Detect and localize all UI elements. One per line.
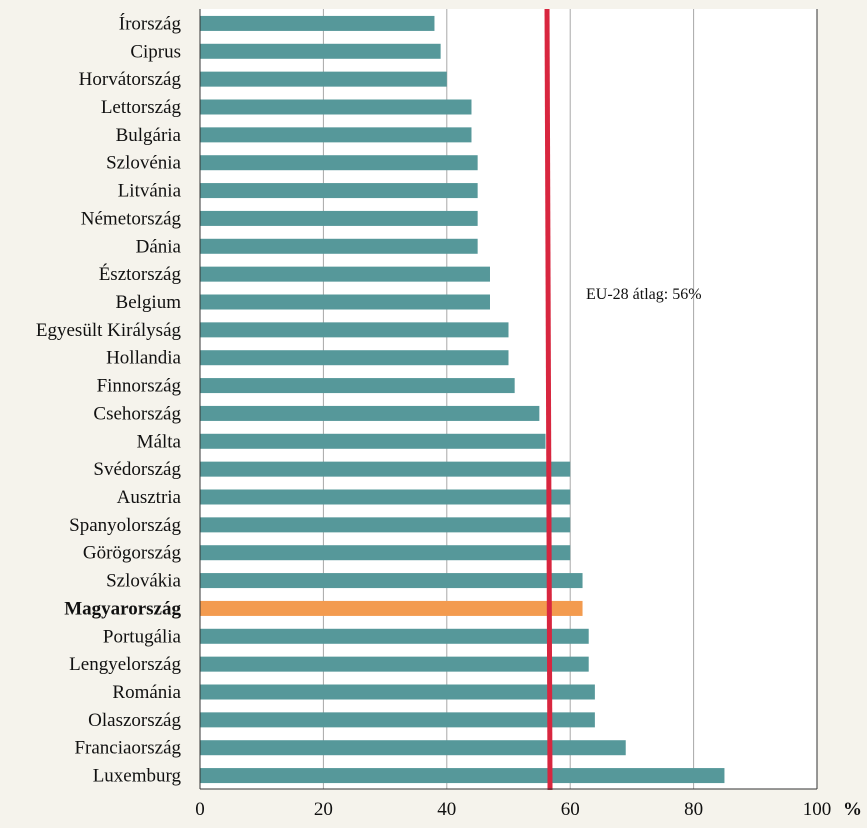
category-label-16: Svédország — [93, 459, 181, 480]
bar-14 — [200, 405, 540, 421]
category-label-22: Portugália — [103, 626, 182, 647]
category-label-2: Horvátország — [79, 69, 182, 90]
bar-12 — [200, 350, 509, 366]
category-label-1: Ciprus — [130, 41, 181, 62]
bar-3 — [200, 99, 472, 115]
category-label-27: Luxemburg — [93, 766, 182, 787]
plot-area — [200, 9, 817, 789]
bar-8 — [200, 238, 478, 254]
category-label-20: Szlovákia — [106, 571, 181, 592]
x-tick-label-20: 20 — [314, 799, 333, 820]
category-label-7: Németország — [81, 208, 182, 229]
bar-15 — [200, 433, 546, 449]
bar-4 — [200, 127, 472, 143]
category-label-24: Románia — [112, 682, 181, 703]
bar-11 — [200, 322, 509, 338]
x-tick-labels: 0 20 40 60 80 100 — [195, 799, 831, 820]
category-label-18: Spanyolország — [69, 515, 181, 536]
category-label-25: Olaszország — [88, 710, 181, 731]
bar-7 — [200, 210, 478, 226]
category-label-11: Egyesült Királyság — [36, 320, 182, 341]
bar-19 — [200, 545, 571, 561]
bar-25 — [200, 712, 595, 728]
category-label-15: Málta — [137, 431, 182, 452]
bar-24 — [200, 684, 595, 700]
category-label-0: Írország — [119, 12, 182, 34]
bar-13 — [200, 378, 515, 394]
bar-17 — [200, 489, 571, 505]
category-labels: Írország Ciprus Horvátország Lettország Bulg… — [36, 12, 182, 786]
x-tick-label-0: 0 — [195, 799, 205, 820]
bar-6 — [200, 183, 478, 199]
category-label-19: Görögország — [83, 543, 182, 564]
bar-23 — [200, 656, 589, 672]
bar-10 — [200, 294, 490, 310]
bar-18 — [200, 517, 571, 533]
bar-20 — [200, 573, 583, 589]
category-label-3: Lettország — [101, 97, 182, 118]
category-label-5: Szlovénia — [106, 153, 181, 174]
reference-line-group — [544, 8, 553, 791]
bar-5 — [200, 155, 478, 171]
bar-16 — [200, 461, 571, 477]
category-label-14: Csehország — [93, 403, 181, 424]
bars — [200, 15, 725, 784]
bar-2 — [200, 71, 447, 87]
bar-9 — [200, 266, 490, 282]
category-label-10: Belgium — [116, 292, 182, 313]
category-label-12: Hollandia — [106, 348, 181, 369]
x-tick-label-40: 40 — [437, 799, 456, 820]
bar-1 — [200, 43, 441, 59]
x-tick-label-60: 60 — [561, 799, 580, 820]
category-label-21: Magyarország — [64, 598, 181, 619]
category-label-26: Franciaország — [74, 738, 181, 759]
category-label-9: Észtország — [99, 263, 182, 285]
category-label-4: Bulgária — [116, 125, 182, 146]
category-label-17: Ausztria — [117, 487, 182, 508]
category-label-23: Lengyelország — [69, 654, 181, 675]
bar-21 — [200, 600, 583, 616]
x-tick-label-100: 100 — [803, 799, 832, 820]
x-tick-label-80: 80 — [684, 799, 703, 820]
bar-0 — [200, 15, 435, 31]
category-label-13: Finnország — [97, 376, 182, 397]
category-label-6: Litvánia — [118, 181, 182, 202]
category-label-8: Dánia — [136, 236, 182, 257]
reference-line — [544, 8, 553, 791]
x-unit-label: % — [843, 799, 862, 820]
bar-27 — [200, 768, 725, 784]
reference-line-label: EU-28 átlag: 56% — [586, 286, 702, 303]
bar-22 — [200, 628, 589, 644]
bar-26 — [200, 740, 626, 756]
